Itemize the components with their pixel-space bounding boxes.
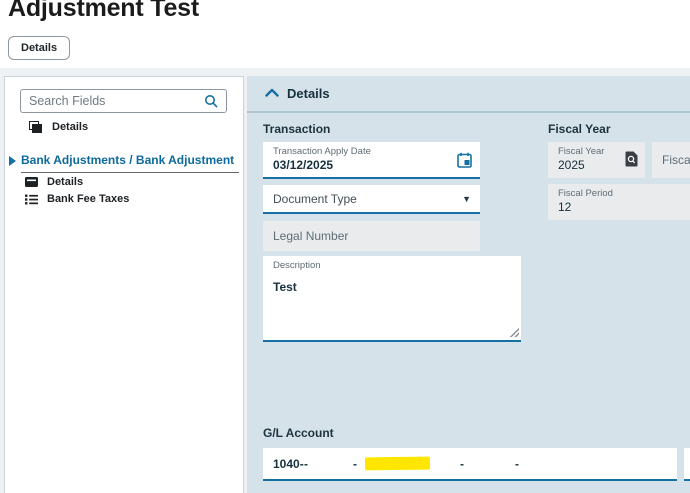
chevron-up-icon[interactable] — [265, 88, 279, 97]
search-input[interactable] — [29, 94, 204, 108]
search-icon[interactable] — [204, 94, 218, 108]
sidebar-item-label: Bank Fee Taxes — [47, 193, 130, 205]
sidebar-item-label: Details — [52, 121, 89, 133]
page-title: Adjustment Test — [8, 0, 199, 22]
caret-right-icon — [9, 156, 16, 166]
field-label: Document Type — [273, 191, 357, 206]
field-label: Description — [273, 260, 321, 271]
gl-segment: 1040- — [273, 457, 304, 471]
details-panel: Details Transaction Transaction Apply Da… — [247, 76, 690, 493]
group-divider — [21, 172, 239, 173]
sidebar-group-bank-adjustments[interactable]: Bank Adjustments / Bank Adjustment — [5, 153, 245, 171]
panel-title: Details — [287, 86, 330, 101]
calendar-icon[interactable] — [457, 152, 472, 168]
gl-segment: - — [515, 457, 519, 471]
sidebar-item-label: Details — [47, 176, 84, 188]
sidebar-item-details-root[interactable]: Details — [29, 121, 88, 133]
field-label: Transaction Apply Date — [273, 146, 371, 157]
fiscal-year-field: Fiscal Year 2025 — [548, 142, 645, 178]
fiscal-period-field: Fiscal Period 12 — [548, 184, 690, 220]
transaction-group-label: Transaction — [263, 122, 331, 136]
sidebar-item-details-child[interactable]: Details — [25, 176, 83, 188]
field-label: Fiscal Period — [558, 188, 613, 199]
gl-account-group-label: G/L Account — [263, 426, 334, 440]
transaction-apply-date-field[interactable]: Transaction Apply Date 03/12/2025 — [263, 142, 480, 179]
gl-segment: - — [304, 457, 308, 471]
search-fields-box[interactable] — [20, 89, 227, 113]
description-textarea[interactable]: Description Test — [263, 256, 521, 342]
field-navigator-sidebar: Details Bank Adjustments / Bank Adjustme… — [4, 76, 244, 493]
gl-segment: - — [353, 457, 357, 471]
card-icon — [25, 177, 38, 187]
fiscal-year-suffix-field: Fiscal Ye — [652, 142, 690, 178]
details-panel-header[interactable]: Details — [247, 76, 690, 113]
field-label: Fiscal Ye — [662, 153, 690, 167]
content-area: Details Bank Adjustments / Bank Adjustme… — [0, 68, 690, 493]
gl-account-field[interactable]: 1040- - - - - — [263, 448, 677, 481]
gl-segment: - — [460, 457, 464, 471]
field-value: 2025 — [558, 158, 585, 172]
details-tab-button[interactable]: Details — [8, 36, 71, 60]
field-value: 12 — [558, 200, 572, 214]
resize-grip[interactable] — [509, 327, 519, 337]
field-label: Legal Number — [273, 229, 349, 243]
sidebar-group-label: Bank Adjustments / Bank Adjustment — [21, 153, 235, 167]
document-type-dropdown[interactable]: Document Type ▼ — [263, 185, 480, 214]
field-value: 03/12/2025 — [273, 158, 334, 172]
sidebar-item-bank-fee-taxes[interactable]: Bank Fee Taxes — [25, 193, 129, 205]
gl-segment-redacted-highlight — [364, 456, 431, 471]
legal-number-field: Legal Number — [263, 221, 480, 251]
list-icon — [25, 194, 38, 204]
fiscal-year-group-label: Fiscal Year — [548, 122, 611, 136]
field-value: Test — [273, 280, 297, 294]
cards-icon — [29, 121, 42, 133]
gl-account-side-button[interactable] — [684, 448, 690, 481]
field-label: Fiscal Year — [558, 146, 605, 157]
document-search-icon[interactable] — [625, 151, 638, 167]
chevron-down-icon[interactable]: ▼ — [462, 193, 471, 204]
